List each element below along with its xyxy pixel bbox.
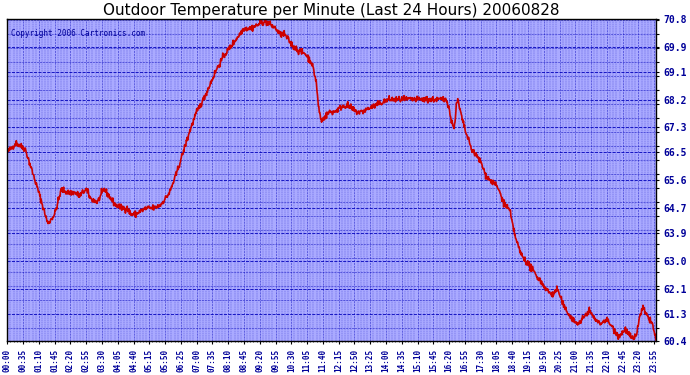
- Title: Outdoor Temperature per Minute (Last 24 Hours) 20060828: Outdoor Temperature per Minute (Last 24 …: [104, 3, 560, 18]
- Text: Copyright 2006 Cartronics.com: Copyright 2006 Cartronics.com: [10, 28, 145, 38]
